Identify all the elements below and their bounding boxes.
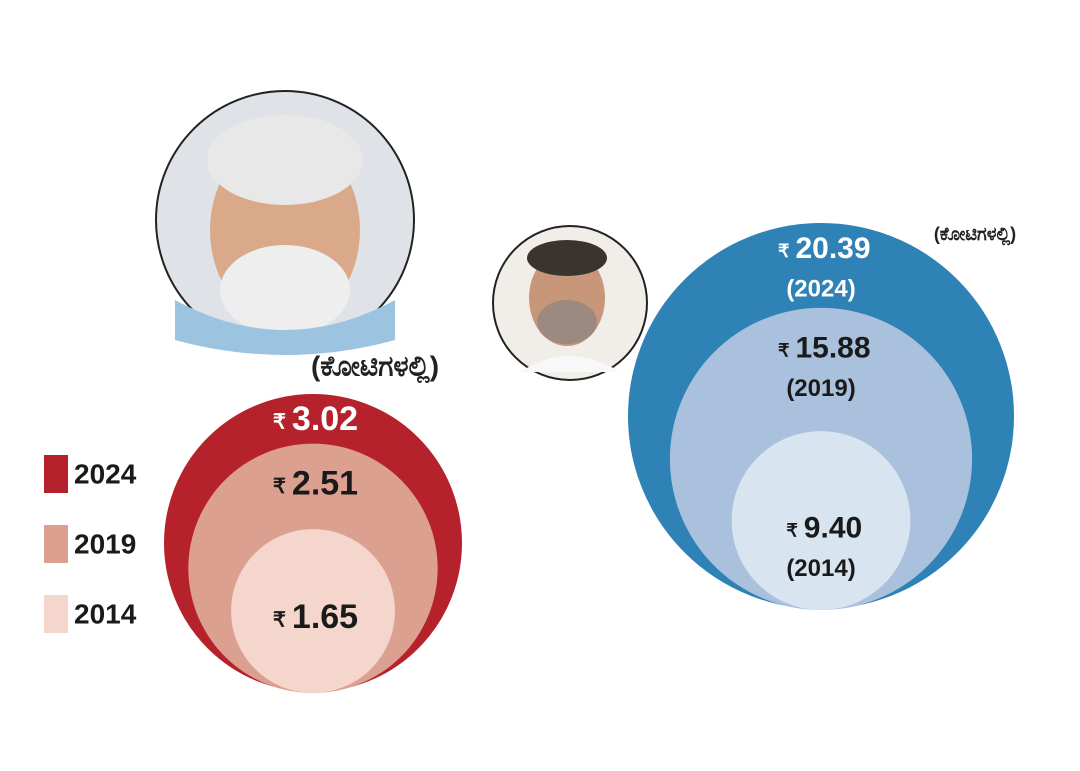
unit-label: (ಕೋಟಿಗಳಲ್ಲಿ): [934, 224, 1016, 246]
value-label: 15.88: [795, 332, 870, 365]
value-label: 2.51: [292, 465, 358, 503]
year-label: (2014): [786, 555, 855, 582]
legend-label: 2014: [74, 598, 137, 629]
value-circle: [231, 529, 395, 694]
year-label: (2024): [786, 275, 855, 302]
legend-swatch: [44, 595, 68, 633]
currency-symbol: ₹: [273, 476, 286, 498]
year-label: (2019): [786, 375, 855, 402]
currency-symbol: ₹: [778, 241, 790, 261]
value-label: 9.40: [804, 511, 862, 544]
value-circle: [731, 431, 911, 610]
legend-swatch: [44, 525, 68, 563]
currency-symbol: ₹: [273, 411, 286, 433]
value-label: 20.39: [795, 232, 870, 265]
legend-label: 2019: [74, 528, 136, 559]
photo-right: [492, 225, 648, 381]
value-label: 1.65: [292, 598, 358, 636]
legend-label: 2024: [74, 458, 137, 489]
photo-left: [155, 90, 415, 355]
currency-symbol: ₹: [778, 341, 790, 361]
currency-symbol: ₹: [273, 610, 286, 632]
currency-symbol: ₹: [786, 520, 798, 540]
value-label: 3.02: [292, 400, 358, 438]
unit-label: (ಕೋಟಿಗಳಲ್ಲಿ): [311, 350, 439, 383]
legend-swatch: [44, 455, 68, 493]
